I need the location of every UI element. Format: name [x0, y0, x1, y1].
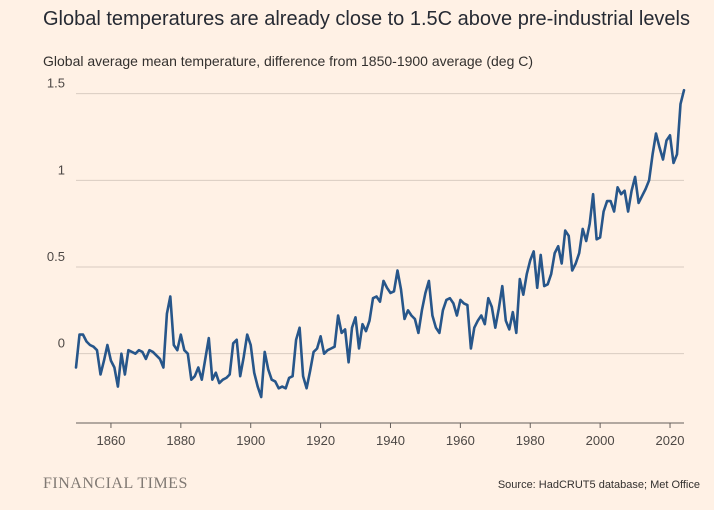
x-tick-label: 2020 — [656, 433, 685, 448]
chart-subtitle: Global average mean temperature, differe… — [43, 53, 534, 69]
x-axis-ticks: 1860 1880 1900 1920 1940 1960 1980 2000 2020 — [96, 423, 684, 448]
y-tick-label: 1 — [58, 162, 65, 177]
ft-logo: FINANCIAL TIMES — [43, 475, 188, 492]
source-note: Source: HadCRUT5 database; Met Office — [497, 479, 700, 491]
x-tick-label: 1920 — [306, 433, 335, 448]
temperature-anomaly-line — [74, 88, 686, 399]
gridlines — [76, 93, 684, 355]
chart-title: Global temperatures are already close to… — [43, 8, 691, 30]
x-tick-label: 1980 — [516, 433, 545, 448]
x-tick-label: 2000 — [586, 433, 615, 448]
y-tick-label: 0 — [58, 336, 65, 351]
x-tick-label: 1880 — [166, 433, 195, 448]
x-tick-label: 1900 — [236, 433, 265, 448]
y-tick-label: 1.5 — [47, 76, 65, 91]
x-tick-label: 1960 — [446, 433, 475, 448]
y-axis-tick-labels: 0 0.5 1 1.5 — [47, 76, 65, 351]
x-tick-label: 1860 — [96, 433, 125, 448]
x-tick-label: 1940 — [376, 433, 405, 448]
y-tick-label: 0.5 — [47, 249, 65, 264]
